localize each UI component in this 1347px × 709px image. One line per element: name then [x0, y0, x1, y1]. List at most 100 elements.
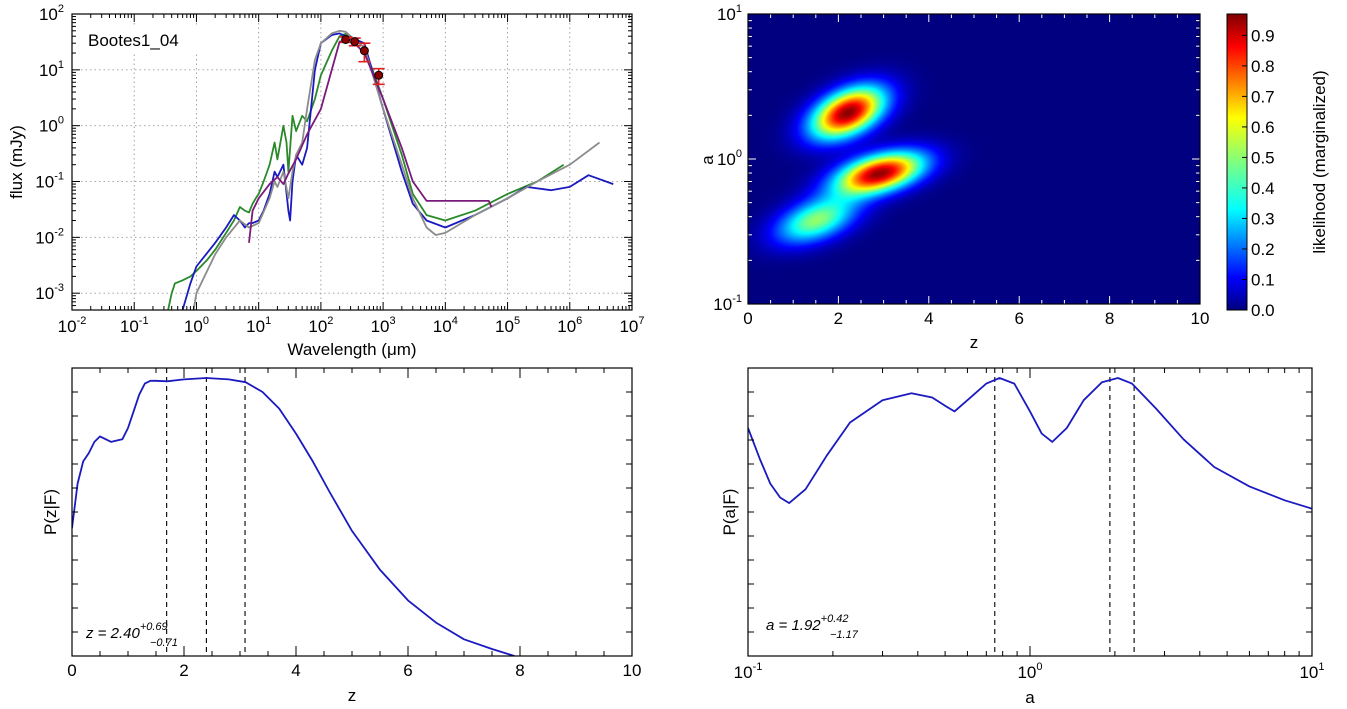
sed-x-tick-label: 10-1: [120, 315, 149, 336]
pa-annot-minus: −1.17: [830, 629, 859, 641]
sed-grid: [72, 14, 632, 310]
pa-x-tick-label: 100: [1017, 661, 1042, 682]
sed-y-tick-label: 100: [39, 115, 64, 136]
pz-x-tick-label: 10: [623, 661, 642, 680]
pz-x-tick-labels: 0 2 4 6 8 10: [67, 661, 641, 680]
pz-x-tick-label: 2: [179, 661, 188, 680]
sed-x-tick-labels: 10-2 10-1 100 101 102 103 104 105 106 107: [58, 315, 645, 336]
sed-template-curve: [167, 33, 565, 310]
pa-x-tick-label: 10-1: [734, 661, 763, 682]
pa-estimate-annotation: a = 1.92+0.42 −1.17: [766, 613, 859, 641]
heatmap-axes-frame: [747, 13, 1201, 305]
colorbar-tick-label: 0.5: [1251, 148, 1275, 167]
heatmap-y-tick-labels: 10-1 100 101: [713, 3, 742, 314]
heatmap-x-axis-label: z: [970, 333, 979, 352]
pz-x-tick-label: 0: [67, 661, 76, 680]
heatmap-x-tick-label: 0: [743, 309, 752, 328]
pz-annot-value: 2.40: [110, 625, 141, 642]
pz-annot-var: z: [85, 625, 94, 642]
sed-y-tick-labels: 10-3 10-2 10-1 100 101 102: [35, 3, 64, 303]
sed-minor-ticks: [71, 13, 633, 311]
pa-percentile-lines: [994, 368, 1135, 656]
colorbar-tick-label: 0.6: [1251, 118, 1275, 137]
sed-x-tick-label: 107: [619, 315, 644, 336]
sed-y-tick-label: 10-1: [35, 171, 64, 192]
pz-percentile-lines: [166, 368, 246, 656]
sed-data-point: [359, 46, 369, 56]
colorbar-ticks: 0.0 0.1 0.2 0.3 0.4 0.5 0.6 0.7 0.8 0.9: [1242, 26, 1275, 320]
sed-x-axis-label: Wavelength (μm): [287, 340, 416, 359]
pa-x-tick-labels: 10-1 100 101: [734, 661, 1325, 682]
colorbar-tick-label: 0.1: [1251, 270, 1275, 289]
heatmap-y-tick-label: 100: [717, 148, 742, 169]
pa-curve-group: [748, 377, 1312, 510]
sed-data-point: [374, 70, 384, 80]
sed-x-tick-label: 102: [308, 315, 333, 336]
heatmap-x-tick-label: 4: [924, 309, 933, 328]
pz-x-tick-label: 6: [403, 661, 412, 680]
sed-template-curve: [181, 32, 614, 310]
colorbar-tick-label: 0.7: [1251, 87, 1275, 106]
heatmap-x-tick-label: 10: [1191, 309, 1210, 328]
pa-y-axis-label: P(a|F): [720, 489, 739, 536]
source-label-box: [82, 26, 198, 52]
pz-x-tick-label: 4: [291, 661, 300, 680]
pz-axes-frame: [71, 367, 633, 657]
sed-x-tick-label: 105: [495, 315, 520, 336]
colorbar: [1226, 13, 1248, 311]
heatmap-y-tick-label: 10-1: [713, 293, 742, 314]
source-label: Bootes1_04: [88, 31, 179, 50]
colorbar-tick-label: 0.4: [1251, 179, 1275, 198]
heatmap-x-tick-label: 8: [1105, 309, 1114, 328]
sed-x-tick-label: 104: [433, 315, 458, 336]
pz-x-tick-label: 8: [515, 661, 524, 680]
sed-y-tick-label: 101: [39, 59, 64, 80]
sed-panel: 10-2 10-1 100 101 102 103 104 105 106 107 10-310-…: [7, 3, 645, 359]
sed-x-tick-label: 103: [371, 315, 396, 336]
pz-panel: 0 2 4 6 8 10 z P(z|F) z = 2.40+0.69 −0.71: [41, 367, 641, 705]
pa-x-axis-label: a: [1025, 688, 1035, 707]
colorbar-tick-label: 0.8: [1251, 57, 1275, 76]
heatmap-image-holder: [748, 14, 1200, 304]
colorbar-tick-label: 0.9: [1251, 26, 1275, 45]
sed-x-tick-label: 100: [184, 315, 209, 336]
pa-curve: [748, 377, 1312, 510]
colorbar-tick-label: 0.3: [1251, 209, 1275, 228]
sed-template-curve: [248, 38, 493, 243]
heatmap-y-axis-label: a: [698, 155, 717, 165]
colorbar-label: likelihood (marginalized): [1310, 70, 1329, 253]
sed-axes-frame: [71, 13, 633, 311]
sed-data-point: [341, 34, 351, 44]
pa-axes-frame: [747, 367, 1313, 657]
likelihood-heatmap: [748, 14, 1200, 304]
pz-ticks: [71, 368, 633, 656]
pz-x-axis-label: z: [348, 686, 357, 705]
pz-annot-minus: −0.71: [150, 637, 178, 649]
heatmap-x-tick-label: 2: [834, 309, 843, 328]
sed-y-axis-label: flux (mJy): [7, 125, 26, 199]
pa-annot-var: a: [766, 617, 774, 634]
heatmap-x-tick-label: 6: [1014, 309, 1023, 328]
pz-curve-group: [72, 377, 515, 656]
sed-x-tick-label: 101: [246, 315, 271, 336]
pa-panel: 10-1 100 101 a P(a|F) a = 1.92+0.42 −1.17: [720, 367, 1325, 707]
pz-estimate-annotation: z = 2.40+0.69 −0.71: [85, 621, 178, 649]
pz-annot-plus: +0.69: [140, 621, 168, 633]
pz-y-axis-label: P(z|F): [41, 489, 60, 535]
heatmap-x-tick-labels: 0 2 4 6 8 10: [743, 309, 1209, 328]
pa-x-tick-label: 101: [1299, 661, 1324, 682]
sed-x-tick-label: 106: [557, 315, 582, 336]
pa-annot-value: 1.92: [791, 617, 821, 634]
sed-observations: [339, 34, 385, 86]
pa-annot-plus: +0.42: [821, 613, 849, 625]
sed-x-tick-label: 10-2: [58, 315, 87, 336]
pz-curve: [72, 377, 515, 656]
sed-y-tick-label: 10-3: [35, 282, 64, 303]
sed-data-point: [350, 37, 360, 47]
sed-template-curve: [192, 29, 601, 310]
heatmap-y-tick-label: 101: [717, 3, 742, 24]
sed-y-tick-label: 10-2: [35, 226, 64, 247]
sed-y-tick-label: 102: [39, 3, 64, 24]
